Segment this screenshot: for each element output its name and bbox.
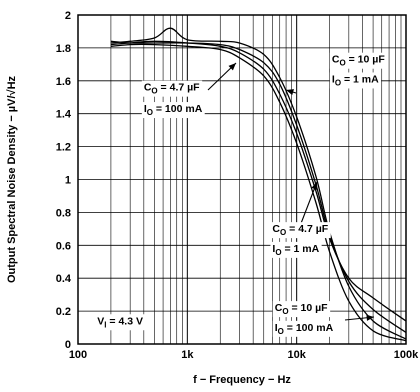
y-axis-label: Output Spectral Noise Density − µV/√Hz xyxy=(6,75,18,283)
plot-frame xyxy=(77,14,407,345)
annotation-subscript: O xyxy=(278,327,284,336)
annotation-symbol: V xyxy=(97,315,104,327)
annotation-value: = 10 µF xyxy=(289,302,329,314)
annotation-background xyxy=(270,241,322,258)
annotation-background xyxy=(329,52,388,69)
series-group xyxy=(110,27,407,342)
series-line-2 xyxy=(110,40,407,334)
annotation-background xyxy=(95,314,145,331)
x-tick-labels: 100 1k 10k 100k xyxy=(69,349,419,361)
y-tick-labels: 0 0.2 0.4 0.6 0.8 1 1.2 1.4 1.6 1.8 2 xyxy=(56,10,72,351)
annotation-background xyxy=(329,72,382,89)
annotation-subscript: O xyxy=(282,307,288,316)
annotation-subscript: I xyxy=(104,320,106,329)
annotation-value: = 4.7 µF xyxy=(286,223,329,235)
y-tick-label: 0 xyxy=(65,339,71,351)
annotation-label: VI = 4.3 V xyxy=(97,315,143,329)
series-line-4 xyxy=(110,43,407,342)
x-axis-label: f − Frequency − Hz xyxy=(193,374,291,386)
annotation-background xyxy=(272,301,331,318)
y-tick-label: 1 xyxy=(65,175,71,187)
annotation-symbol: I xyxy=(275,322,278,334)
y-tick-label: 1.4 xyxy=(56,109,72,121)
y-tick-label: 1.2 xyxy=(56,142,71,154)
annotation-symbol: C xyxy=(332,54,340,66)
annotation-boxes xyxy=(95,52,388,337)
y-tick-label: 1.6 xyxy=(56,76,71,88)
y-tick-label: 0.4 xyxy=(56,273,72,285)
annotation-label: IO = 100 mA xyxy=(275,322,334,336)
series-line-1 xyxy=(110,27,407,340)
annotation-value: = 100 mA xyxy=(153,103,203,115)
annotation-background xyxy=(270,222,331,239)
annotation-value: = 100 mA xyxy=(284,322,334,334)
arrowhead-icon xyxy=(228,63,236,71)
annotation-label: IO = 100 mA xyxy=(144,103,203,117)
annotation-value: = 4.7 µF xyxy=(158,82,201,94)
annotation-symbol: C xyxy=(275,302,283,314)
annotation-background xyxy=(272,320,336,337)
annotation-symbol: C xyxy=(272,223,280,235)
leader-line xyxy=(299,181,318,227)
y-tick-label: 2 xyxy=(65,10,71,22)
x-tick-label: 1k xyxy=(181,349,194,361)
annotation-value: = 4.3 V xyxy=(107,315,143,327)
annotation-symbol: I xyxy=(332,73,335,85)
series-line-3 xyxy=(110,40,407,322)
arrowhead-icon xyxy=(286,89,294,96)
x-tick-label: 100k xyxy=(394,349,419,361)
x-tick-label: 100 xyxy=(69,349,87,361)
annotation-symbol: I xyxy=(144,103,147,115)
annotation-symbol: I xyxy=(272,243,275,255)
annotation-subscript: O xyxy=(275,248,281,257)
grid xyxy=(78,15,406,344)
annotation-label: CO = 4.7 µF xyxy=(272,223,328,237)
annotation-label: IO = 1 mA xyxy=(332,73,379,87)
annotation-subscript: O xyxy=(335,78,341,87)
x-tick-label: 10k xyxy=(287,349,306,361)
annotation-subscript: O xyxy=(147,108,153,117)
y-tick-label: 0.8 xyxy=(56,207,71,219)
arrowhead-icon xyxy=(366,314,374,321)
annotation-label: CO = 10 µF xyxy=(332,54,385,68)
annotation-label: CO = 4.7 µF xyxy=(144,82,200,96)
y-tick-label: 0.2 xyxy=(56,306,71,318)
annotation-leaders xyxy=(207,62,375,321)
annotation-value: = 10 µF xyxy=(346,54,386,66)
annotation-background xyxy=(141,80,203,97)
y-tick-label: 1.8 xyxy=(56,43,71,55)
annotation-subscript: O xyxy=(339,59,345,68)
annotation-value: = 1 mA xyxy=(341,73,379,85)
arrowhead-icon xyxy=(311,182,318,190)
annotation-label: IO = 1 mA xyxy=(272,243,319,257)
annotation-value: = 1 mA xyxy=(282,243,320,255)
annotation-symbol: C xyxy=(144,82,152,94)
annotation-background xyxy=(141,102,205,119)
annotation-label: CO = 10 µF xyxy=(275,302,328,316)
y-tick-label: 0.6 xyxy=(56,240,71,252)
annotation-subscript: O xyxy=(280,228,286,237)
annotation-subscript: O xyxy=(151,87,157,96)
